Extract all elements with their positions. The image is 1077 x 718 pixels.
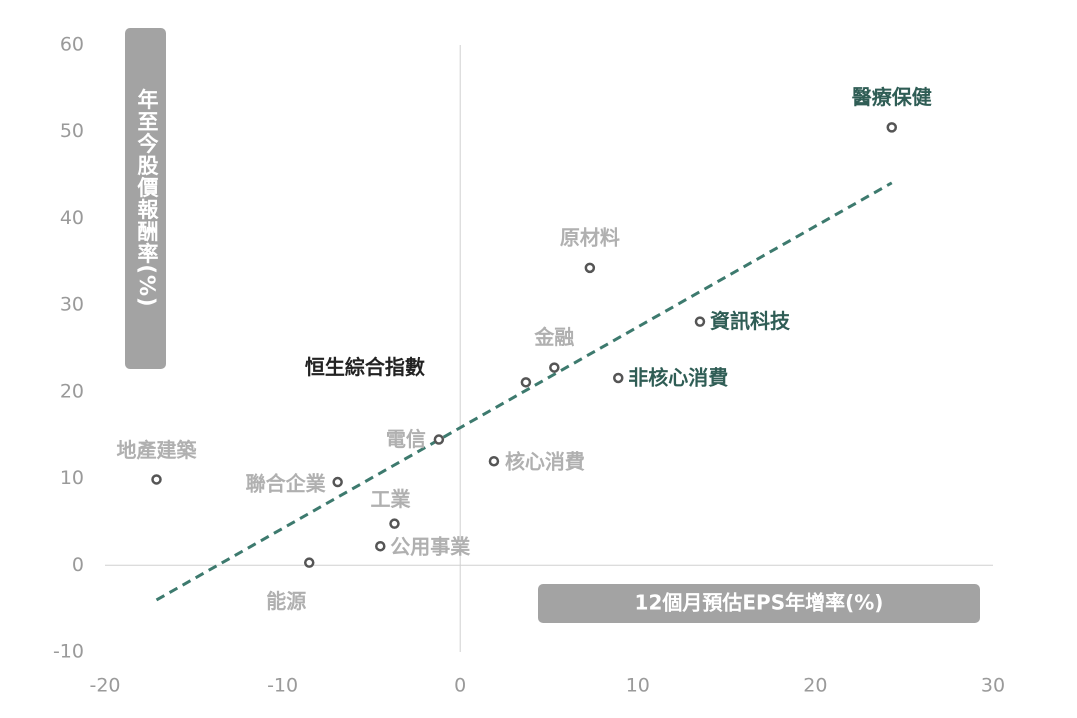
point: [332, 476, 343, 488]
point: [375, 540, 386, 552]
point-label: 聯合企業: [246, 472, 327, 496]
point-label: 恒生綜合指數: [305, 355, 425, 379]
trendline: [155, 181, 893, 602]
y-tick-label: 60: [60, 34, 84, 56]
y-axis-label: 年至今股價報酬率(%): [135, 88, 160, 308]
y-tick-label: 0: [72, 554, 84, 576]
point-label: 能源: [266, 589, 306, 613]
point-label: 非核心消費: [628, 365, 728, 389]
point-label: 核心消費: [505, 450, 585, 474]
point: [488, 455, 500, 467]
x-tick-label: -20: [89, 675, 120, 697]
point-label: 資訊科技: [710, 309, 791, 333]
point: [303, 557, 315, 568]
point: [433, 434, 445, 445]
y-tick-label: -10: [53, 641, 84, 663]
point-label: 醫療保健: [852, 85, 932, 109]
y-tick-label: 30: [60, 294, 84, 316]
point: [151, 474, 162, 485]
x-label-box: [538, 584, 980, 623]
point: [613, 372, 624, 384]
point: [520, 377, 532, 388]
x-tick-label: 20: [803, 675, 827, 697]
point-label: 金融: [533, 325, 574, 349]
y-tick-label: 40: [60, 207, 84, 229]
point: [584, 262, 596, 274]
x-tick-label: -10: [267, 675, 298, 697]
x-axis-label: 12個月預估EPS年增率(%): [635, 591, 884, 615]
y-tick-label: 10: [60, 467, 84, 489]
y-label-box: [125, 28, 166, 369]
point: [694, 316, 706, 327]
y-tick-label: 20: [60, 380, 84, 402]
point-label: 工業: [370, 487, 411, 511]
x-tick-label: 30: [981, 675, 1005, 697]
point-label: 電信: [386, 427, 426, 451]
x-tick-label: 10: [626, 675, 650, 697]
point-label: 公用事業: [390, 535, 471, 559]
point-label: 原材料: [560, 225, 620, 249]
point: [886, 122, 898, 133]
point: [389, 518, 400, 529]
y-tick-label: 50: [60, 120, 84, 142]
x-tick-label: 0: [454, 675, 466, 697]
point: [549, 362, 560, 373]
point-label: 地產建築: [117, 438, 198, 462]
